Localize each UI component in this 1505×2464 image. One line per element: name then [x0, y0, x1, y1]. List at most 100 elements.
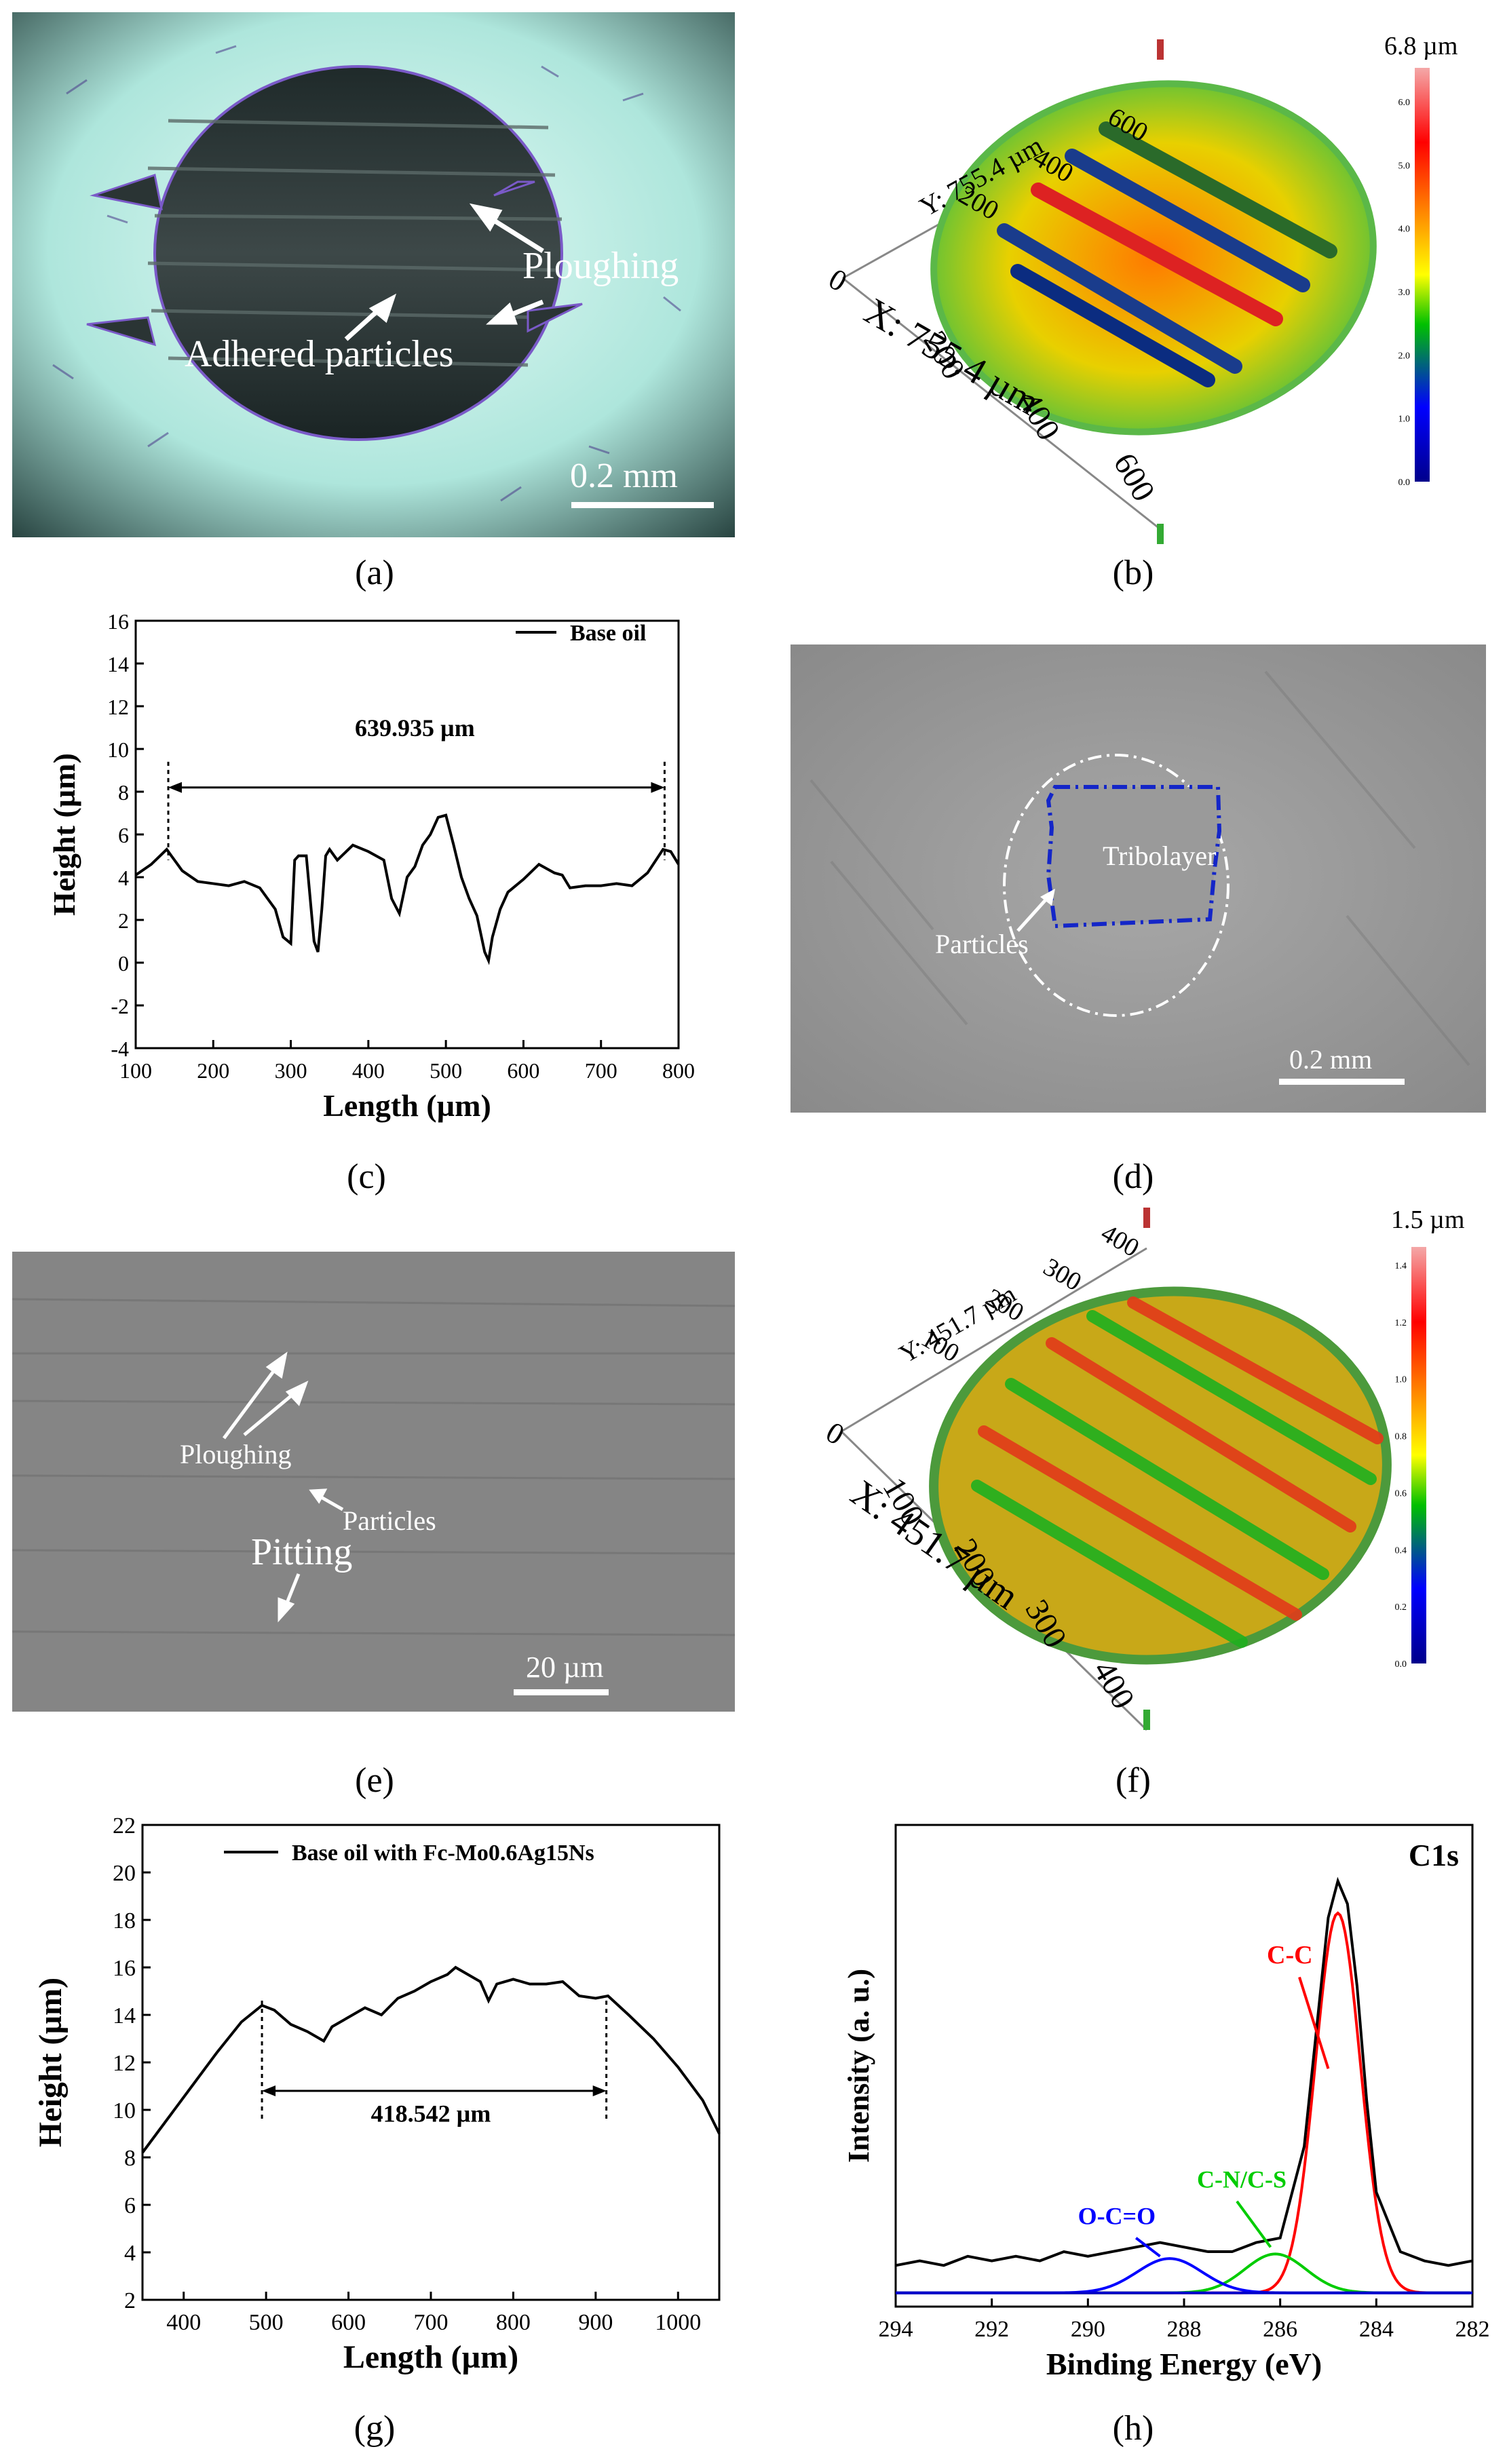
scale-bar-d — [1279, 1079, 1405, 1085]
panel-d-sem — [790, 644, 1486, 1113]
colorbar-tick: 5.0 — [1398, 161, 1411, 171]
y-tick-label: 6 — [124, 2193, 136, 2218]
colorbar-tick: 4.0 — [1398, 225, 1411, 235]
y-axis-label: Height (µm) — [47, 753, 81, 916]
x-tick-label: 700 — [585, 1058, 617, 1083]
caption-f: (f) — [1116, 1761, 1151, 1800]
y-tick-label: 16 — [113, 1956, 136, 1981]
arrow-oco — [1135, 2237, 1161, 2258]
chart-h: 294 292 290 288 286 284 282 Binding Energy (eV)… — [842, 1824, 1490, 2381]
y-axis-label: Height (µm) — [33, 1978, 69, 2147]
x-axis-label: Length (µm) — [323, 1088, 491, 1123]
colorbar-max-b: 6.8 µm — [1384, 32, 1458, 60]
x-tick-label: 300 — [275, 1058, 307, 1083]
y-tick-label: 8 — [118, 780, 129, 805]
x-axis-label: Binding Energy (eV) — [1046, 2347, 1322, 2381]
colorbar-tick: 0.4 — [1395, 1545, 1407, 1556]
y-tick-label: 6 — [118, 823, 129, 847]
x-tick-label: 286 — [1263, 2317, 1297, 2342]
y-tick-f-400: 400 — [1097, 1218, 1144, 1263]
caption-a: (a) — [355, 554, 394, 592]
legend-label: Base oil with Fc-Mo0.6Ag15Ns — [292, 1841, 594, 1866]
scale-label-e: 20 µm — [526, 1651, 604, 1684]
arrows-a — [344, 203, 544, 341]
chart-c: 100 200 300 400 500 600 700 800 -4 -2 0 2 4 6 8 10 12 14 1… — [47, 609, 695, 1123]
y-tick-label: 0 — [118, 951, 129, 976]
label-oco: O-C=O — [1078, 2203, 1156, 2230]
panel-a-micrograph — [12, 12, 735, 537]
arrow-d — [1016, 889, 1055, 932]
label-pitting: Pitting — [251, 1531, 353, 1573]
series-raw — [895, 1876, 1473, 2267]
label-ploughing-e: Ploughing — [180, 1439, 292, 1469]
y-tick-label: 4 — [124, 2241, 136, 2266]
origin-b: 0 — [823, 262, 853, 298]
x-tick-label: 400 — [166, 2310, 201, 2335]
x-tick-label: 100 — [119, 1058, 152, 1083]
colorbar-tick: 0.0 — [1398, 478, 1411, 488]
y-tick-label: 12 — [113, 2051, 136, 2076]
x-tick-label: 700 — [414, 2310, 449, 2335]
y-tick-label: 14 — [107, 652, 129, 676]
x-tick-label: 400 — [352, 1058, 385, 1083]
y-axis-label: Intensity (a. u.) — [842, 1969, 875, 2163]
y-tick-label: 8 — [124, 2146, 136, 2171]
panel-e-sem — [12, 1252, 735, 1712]
x-tick-label: 284 — [1359, 2317, 1394, 2342]
x-tick-label: 290 — [1071, 2317, 1105, 2342]
annotation-width: 418.542 µm — [371, 2100, 491, 2128]
caption-d: (d) — [1112, 1157, 1154, 1196]
colorbar-tick: 2.0 — [1398, 351, 1411, 361]
peak-o-c-o — [896, 2257, 1470, 2294]
scale-bar-a — [571, 502, 714, 508]
x-tick-label: 800 — [496, 2310, 531, 2335]
colorbar-tick: 1.2 — [1395, 1318, 1407, 1328]
panel-label-c1s: C1s — [1409, 1838, 1459, 1872]
x-tick-label: 282 — [1455, 2317, 1490, 2342]
caption-e: (e) — [355, 1761, 394, 1800]
series-base-oil — [134, 813, 680, 965]
caption-g: (g) — [354, 2409, 396, 2448]
label-cn: C-N/C-S — [1197, 2166, 1287, 2193]
colorbar-tick: 6.0 — [1398, 98, 1411, 108]
origin-f: 0 — [820, 1415, 850, 1451]
x-tick-label: 288 — [1167, 2317, 1202, 2342]
y-tick-label: -4 — [111, 1037, 129, 1061]
arrow-cc — [1298, 1976, 1330, 2069]
plot-frame — [141, 1824, 721, 2301]
scale-label-d: 0.2 mm — [1289, 1044, 1373, 1075]
arrows-e — [222, 1351, 344, 1623]
y-tick-label: 20 — [113, 1861, 136, 1886]
label-adhered-particles: Adhered particles — [185, 333, 454, 375]
x-tick-label: 294 — [879, 2317, 913, 2342]
x-tick-b-600: 600 — [1106, 447, 1162, 507]
peak-c-c — [896, 1911, 1470, 2294]
caption-c: (c) — [347, 1157, 386, 1196]
chart-g: 400 500 600 700 800 900 1000 2 4 6 8 10 12 14 16 18 20 22… — [33, 1813, 721, 2375]
plot-frame — [894, 1824, 1474, 2308]
tribolayer-outline — [1046, 785, 1222, 929]
y-tick-label: 12 — [107, 695, 129, 719]
scale-bar-e — [514, 1689, 609, 1695]
x-axis-label: Length (µm) — [343, 2339, 518, 2375]
x-tick-label: 600 — [331, 2310, 366, 2335]
y-tick-label: 2 — [124, 2288, 136, 2313]
annotation-width: 639.935 µm — [355, 714, 475, 742]
colorbar-tick: 0.0 — [1395, 1659, 1407, 1670]
panel-f-3d-profile: 1.5 µm 1.41.21.00.80.60.40.20.0 Y: 451.7… — [820, 1208, 1464, 1731]
x-tick-label: 500 — [249, 2310, 284, 2335]
bracket-arrow-right — [592, 2085, 607, 2096]
caption-h: (h) — [1112, 2409, 1154, 2448]
colorbar-tick: 1.0 — [1395, 1375, 1407, 1385]
colorbar-max-f: 1.5 µm — [1391, 1208, 1464, 1234]
y-tick-label: 10 — [107, 737, 129, 762]
colorbar-tick: 0.2 — [1395, 1602, 1407, 1613]
x-tick-label: 900 — [578, 2310, 613, 2335]
x-tick-label: 600 — [507, 1058, 539, 1083]
y-tick-label: 14 — [113, 2003, 136, 2028]
label-particles-e: Particles — [343, 1505, 436, 1536]
colorbar-tick: 1.4 — [1395, 1261, 1407, 1271]
x-tick-label: 500 — [430, 1058, 462, 1083]
wear-scar — [153, 65, 563, 441]
bracket-arrow-left — [262, 2085, 276, 2096]
